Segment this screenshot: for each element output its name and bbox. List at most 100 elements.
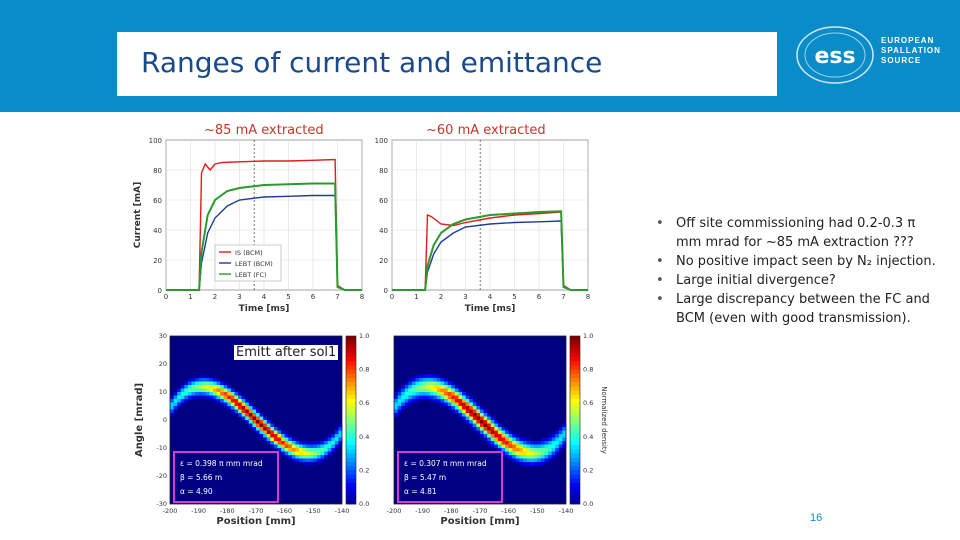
heatmap-cell — [241, 402, 246, 407]
heatmap-cell — [411, 381, 416, 386]
heatmap-cell — [306, 451, 311, 456]
heatmap-cell — [472, 423, 477, 428]
heatmap-cell — [338, 441, 343, 445]
heatmap-cell — [433, 388, 438, 393]
heatmap-cell — [512, 448, 517, 452]
x-tick-label: -190 — [415, 507, 430, 515]
heatmap-cell — [291, 441, 296, 445]
heatmap-cell — [245, 402, 250, 407]
heatmap-cell — [465, 413, 470, 417]
heatmap-cell — [540, 455, 545, 459]
heatmap-cell — [401, 392, 406, 396]
heatmap-cell — [404, 388, 409, 393]
colorbar-segment — [346, 478, 356, 484]
x-tick-label: 6 — [311, 293, 316, 301]
heatmap-cell — [234, 402, 239, 407]
heatmap-cell — [483, 416, 488, 421]
heatmap-cell — [227, 395, 232, 400]
heatmap-cell — [451, 385, 456, 389]
heatmap-cell — [462, 416, 466, 421]
heatmap-cell — [401, 388, 406, 393]
heatmap-cell — [494, 437, 499, 442]
y-tick-label: 40 — [153, 227, 162, 235]
colorbar-segment — [570, 348, 580, 354]
colorbar-segment — [570, 415, 580, 421]
heatmap-cell — [515, 448, 520, 452]
heatmap-cell — [555, 434, 560, 438]
heatmap-cell — [404, 402, 409, 407]
heatmap-cell — [537, 462, 542, 466]
heatmap-cell — [537, 448, 542, 452]
heatmap-cell — [558, 430, 563, 435]
colorbar-tick-label: 1.0 — [583, 332, 593, 340]
heatmap-cell — [465, 409, 470, 414]
heatmap-cell — [426, 374, 431, 379]
heatmap-cell — [191, 378, 196, 382]
heatmap-cell — [458, 409, 463, 414]
heatmap-cell — [252, 409, 257, 414]
heatmap-cell — [472, 406, 477, 410]
heatmap-cell — [437, 395, 441, 400]
heatmap-cell — [544, 458, 549, 463]
emittance-chart-85ma: -200 -190 -180 -170 -160 -150 -140 -30 -20 -10 0 10… — [130, 330, 374, 534]
heatmap-cell — [309, 448, 314, 452]
heatmap-cell — [270, 441, 275, 445]
x-tick-label: -170 — [249, 507, 264, 515]
colorbar-segment — [346, 411, 356, 417]
x-tick-label: 0 — [390, 293, 394, 301]
heatmap-cell — [415, 374, 420, 379]
heatmap-cell — [519, 462, 524, 466]
heatmap-cell — [241, 399, 246, 403]
heatmap-cell — [284, 448, 289, 452]
heatmap-cell — [555, 444, 560, 449]
heatmap-cell — [530, 455, 535, 459]
heatmap-cell — [273, 441, 278, 445]
heatmap-cell — [394, 395, 398, 400]
heatmap-cell — [234, 409, 239, 414]
heatmap-cell — [302, 451, 307, 456]
heatmap-cell — [227, 385, 232, 389]
heatmap-cell — [415, 392, 420, 396]
heatmap-cell — [476, 406, 481, 410]
heatmap-cell — [551, 455, 556, 459]
colorbar-segment — [346, 483, 356, 488]
heatmap-cell — [548, 437, 552, 442]
heatmap-cell — [451, 395, 456, 400]
x-tick-label: 5 — [512, 293, 516, 301]
heatmap-cell — [170, 406, 174, 410]
heatmap-cell — [273, 427, 278, 431]
heatmap-cell — [433, 385, 438, 389]
heatmap-cell — [284, 455, 289, 459]
y-tick-label: -20 — [156, 472, 167, 480]
colorbar-segment — [570, 424, 580, 429]
heatmap-cell — [505, 427, 509, 431]
heatmap-cell — [465, 416, 470, 421]
heatmap-cell — [487, 434, 492, 438]
heatmap-cell — [281, 444, 285, 449]
heatmap-cell — [465, 399, 470, 403]
colorbar-segment — [570, 474, 580, 480]
heatmap-cell — [469, 413, 474, 417]
heatmap-cell — [256, 409, 260, 414]
heatmap-cell — [429, 395, 434, 400]
heatmap-cell — [548, 434, 552, 438]
y-tick-label: 20 — [153, 257, 162, 265]
heatmap-cell — [191, 385, 196, 389]
heatmap-cell — [472, 413, 477, 417]
colorbar-segment — [570, 399, 580, 404]
heatmap-cell — [426, 378, 431, 382]
logo-line: EUROPEAN — [881, 36, 935, 45]
heatmap-cell — [447, 406, 452, 410]
heatmap-cell — [533, 455, 538, 459]
heatmap-cell — [458, 413, 463, 417]
heatmap-cell — [422, 374, 427, 379]
heatmap-cell — [184, 395, 189, 400]
x-tick-label: -180 — [444, 507, 459, 515]
heatmap-cell — [508, 444, 513, 449]
heatmap-cell — [530, 458, 535, 463]
caption-emitt: Emitt after sol1 — [234, 345, 339, 360]
heatmap-cell — [437, 385, 441, 389]
heatmap-cell — [216, 388, 221, 393]
heatmap-cell — [195, 392, 199, 396]
colorbar-frame — [345, 335, 357, 505]
